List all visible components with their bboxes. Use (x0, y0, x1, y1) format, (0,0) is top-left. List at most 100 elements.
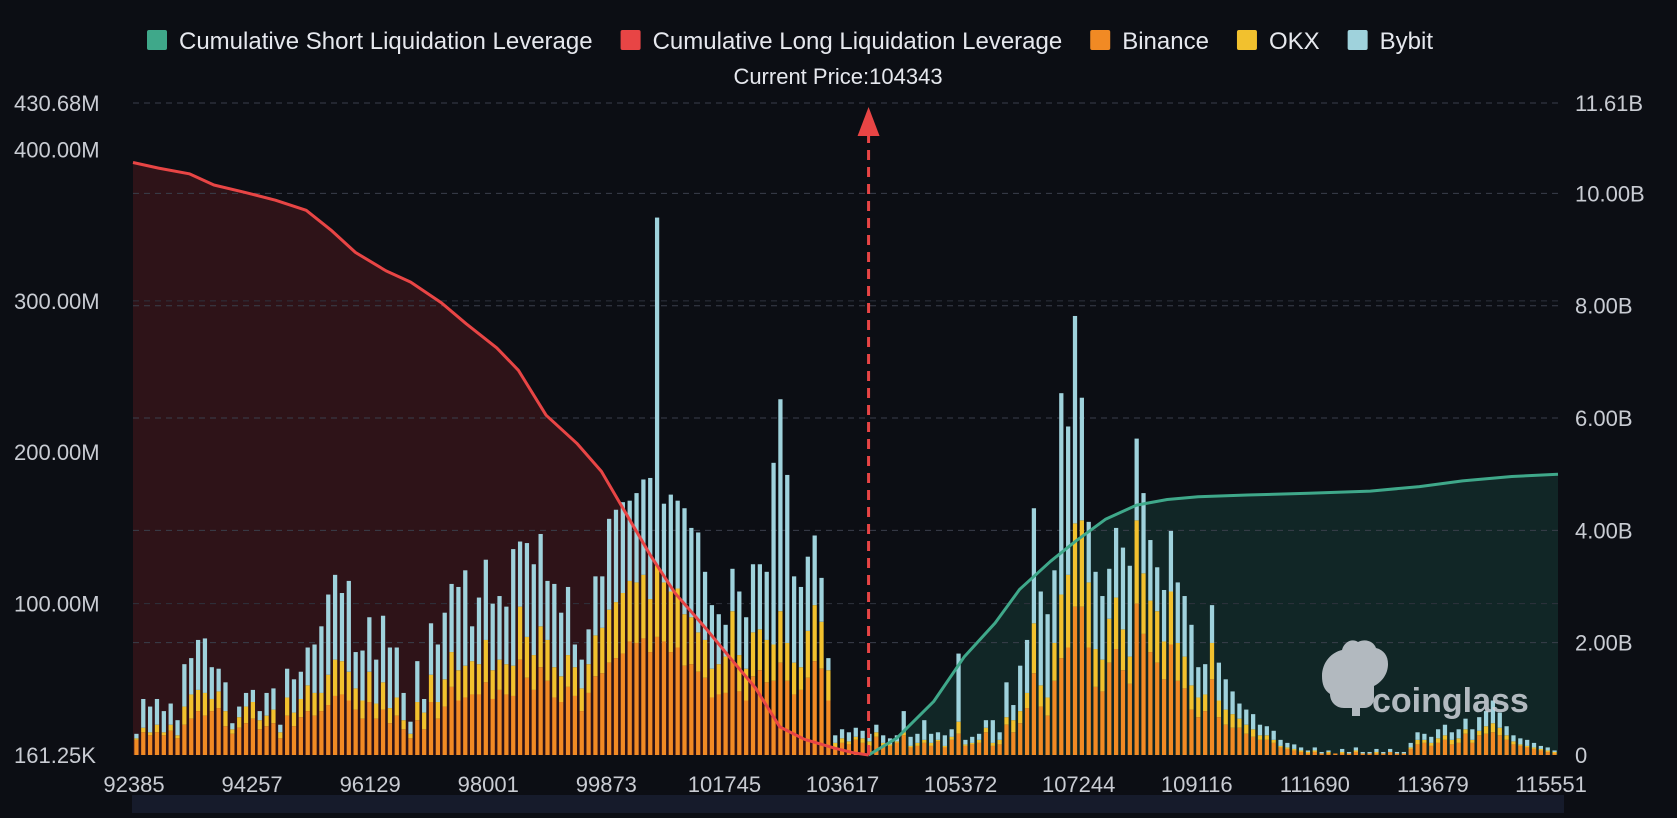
bar-okx[interactable] (641, 574, 646, 639)
bar-okx[interactable] (935, 739, 941, 742)
bar-binance[interactable] (1189, 709, 1194, 755)
bar-bybit[interactable] (620, 502, 625, 594)
bar-bybit[interactable] (1449, 732, 1454, 740)
bar-binance[interactable] (456, 700, 461, 756)
bar-binance[interactable] (1024, 708, 1030, 755)
bar-okx[interactable] (1203, 694, 1208, 712)
bar-okx[interactable] (970, 742, 975, 745)
bar-binance[interactable] (497, 689, 502, 755)
bar-binance[interactable] (901, 735, 906, 755)
bar-okx[interactable] (456, 670, 461, 701)
bar-bybit[interactable] (689, 527, 694, 618)
bar-bybit[interactable] (511, 549, 516, 666)
bar-bybit[interactable] (942, 735, 947, 746)
bar-bybit[interactable] (243, 692, 249, 707)
bar-binance[interactable] (1230, 727, 1235, 755)
bar-binance[interactable] (634, 642, 639, 755)
bar-binance[interactable] (1120, 670, 1126, 755)
bar-bybit[interactable] (983, 720, 989, 728)
bar-bybit[interactable] (1148, 540, 1153, 601)
bar-okx[interactable] (312, 692, 317, 716)
bar-binance[interactable] (250, 718, 256, 755)
bar-bybit[interactable] (1422, 733, 1427, 740)
bar-okx[interactable] (853, 736, 858, 740)
bar-binance[interactable] (408, 738, 413, 755)
bar-bybit[interactable] (696, 532, 701, 633)
bar-binance[interactable] (422, 729, 427, 755)
bar-binance[interactable] (1298, 751, 1304, 755)
bar-binance[interactable] (1251, 736, 1256, 755)
bar-binance[interactable] (860, 742, 865, 755)
bar-okx[interactable] (1483, 726, 1489, 734)
bar-binance[interactable] (435, 718, 440, 755)
bar-bybit[interactable] (435, 644, 440, 703)
bar-okx[interactable] (1278, 745, 1283, 748)
bar-binance[interactable] (1333, 753, 1338, 755)
bar-binance[interactable] (1086, 647, 1091, 755)
bar-bybit[interactable] (422, 698, 427, 713)
bar-okx[interactable] (463, 665, 468, 698)
bar-binance[interactable] (833, 747, 838, 755)
bar-okx[interactable] (1230, 714, 1235, 728)
bar-okx[interactable] (1525, 745, 1530, 748)
bar-okx[interactable] (257, 720, 262, 730)
bar-okx[interactable] (442, 679, 447, 707)
bar-okx[interactable] (408, 733, 413, 739)
bar-okx[interactable] (1066, 574, 1071, 648)
bar-bybit[interactable] (1360, 751, 1365, 754)
bar-binance[interactable] (1518, 745, 1523, 755)
bar-bybit[interactable] (600, 576, 605, 628)
bar-bybit[interactable] (1230, 691, 1235, 715)
bar-okx[interactable] (846, 741, 852, 745)
bar-binance[interactable] (278, 738, 283, 755)
bar-bybit[interactable] (716, 614, 721, 665)
bar-okx[interactable] (264, 715, 269, 727)
bar-bybit[interactable] (1278, 739, 1283, 746)
bar-binance[interactable] (826, 700, 831, 756)
bar-binance[interactable] (1442, 739, 1448, 755)
bar-okx[interactable] (161, 732, 166, 736)
bar-binance[interactable] (648, 652, 653, 755)
bar-okx[interactable] (1182, 656, 1187, 689)
bar-okx[interactable] (1031, 623, 1037, 674)
bar-binance[interactable] (264, 726, 269, 755)
bar-binance[interactable] (483, 682, 488, 755)
bar-okx[interactable] (154, 724, 160, 733)
bar-okx[interactable] (1449, 739, 1454, 745)
bar-binance[interactable] (737, 691, 742, 755)
bar-binance[interactable] (1340, 753, 1345, 755)
bar-okx[interactable] (1408, 747, 1413, 749)
bar-okx[interactable] (1298, 750, 1304, 752)
bar-binance[interactable] (298, 717, 303, 755)
bar-bybit[interactable] (1525, 739, 1530, 746)
bar-bybit[interactable] (264, 692, 269, 716)
bar-bybit[interactable] (504, 606, 509, 665)
short-cumulative-line[interactable] (867, 472, 1559, 757)
bar-bybit[interactable] (298, 671, 303, 699)
bar-bybit[interactable] (1120, 547, 1126, 630)
bar-bybit[interactable] (442, 612, 447, 680)
bar-bybit[interactable] (1189, 624, 1194, 686)
bar-bybit[interactable] (1415, 732, 1420, 740)
bar-okx[interactable] (757, 629, 762, 671)
bar-binance[interactable] (223, 726, 228, 755)
bar-bybit[interactable] (805, 556, 810, 631)
bar-okx[interactable] (1018, 711, 1023, 724)
bar-okx[interactable] (394, 697, 399, 716)
bar-bybit[interactable] (559, 612, 564, 677)
legend-item[interactable]: Cumulative Short Liquidation Leverage (147, 28, 593, 55)
bar-bybit[interactable] (757, 564, 762, 630)
bar-okx[interactable] (723, 656, 728, 693)
bar-bybit[interactable] (963, 739, 968, 745)
bar-bybit[interactable] (1223, 679, 1228, 710)
bar-bybit[interactable] (1353, 747, 1359, 751)
bar-bybit[interactable] (1045, 614, 1050, 698)
bar-okx[interactable] (545, 639, 550, 681)
bar-binance[interactable] (785, 680, 790, 755)
bar-binance[interactable] (1161, 679, 1167, 755)
bar-bybit[interactable] (374, 659, 379, 704)
bar-okx[interactable] (1045, 697, 1050, 716)
bar-binance[interactable] (846, 744, 852, 755)
bar-binance[interactable] (675, 647, 680, 755)
bar-okx[interactable] (504, 664, 509, 695)
